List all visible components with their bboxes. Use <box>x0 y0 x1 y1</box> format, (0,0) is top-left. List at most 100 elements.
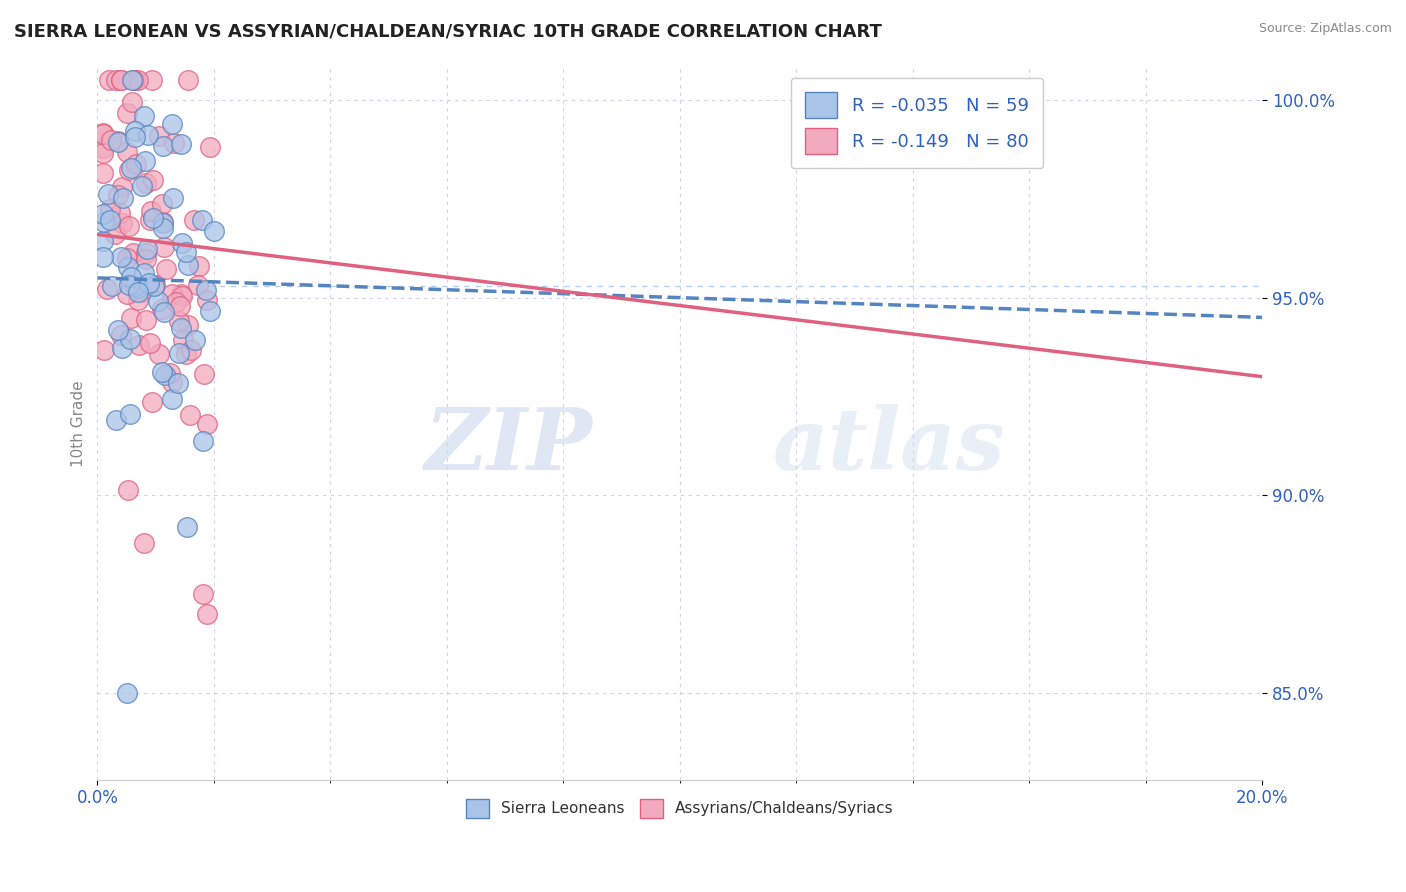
Point <box>124 124 146 138</box>
Point <box>194 283 217 297</box>
Point <box>155 261 177 276</box>
Point <box>159 366 181 380</box>
Point <box>183 213 205 227</box>
Point <box>195 417 218 431</box>
Point <box>169 346 191 360</box>
Point <box>131 178 153 193</box>
Point <box>163 136 186 150</box>
Point <box>187 259 209 273</box>
Point <box>202 224 225 238</box>
Point <box>142 173 165 187</box>
Point <box>148 293 170 308</box>
Point <box>132 535 155 549</box>
Point <box>176 73 198 87</box>
Point <box>91 234 114 248</box>
Point <box>152 221 174 235</box>
Point <box>162 191 184 205</box>
Point <box>150 197 173 211</box>
Point <box>142 278 165 293</box>
Point <box>121 245 143 260</box>
Point <box>180 343 202 358</box>
Point <box>174 245 197 260</box>
Point <box>136 128 159 142</box>
Point <box>127 293 149 307</box>
Point <box>198 304 221 318</box>
Point <box>107 136 129 150</box>
Point <box>169 320 191 334</box>
Point <box>101 279 124 293</box>
Point <box>152 215 174 229</box>
Point <box>96 282 118 296</box>
Point <box>170 288 193 302</box>
Point <box>167 314 190 328</box>
Point <box>141 73 163 87</box>
Point <box>127 73 149 87</box>
Point <box>104 73 127 87</box>
Point <box>91 207 114 221</box>
Point <box>97 73 120 87</box>
Point <box>128 338 150 352</box>
Point <box>152 240 174 254</box>
Point <box>152 216 174 230</box>
Point <box>110 180 132 194</box>
Point <box>132 266 155 280</box>
Point <box>187 278 209 293</box>
Point <box>141 395 163 409</box>
Point <box>184 333 207 347</box>
Point <box>91 146 114 161</box>
Point <box>117 260 139 274</box>
Point <box>132 109 155 123</box>
Point <box>100 213 122 227</box>
Point <box>118 278 141 293</box>
Point <box>107 188 129 202</box>
Point <box>120 161 142 175</box>
Point <box>160 286 183 301</box>
Point <box>118 333 141 347</box>
Point <box>174 347 197 361</box>
Point <box>191 587 214 601</box>
Point <box>176 520 198 534</box>
Point <box>195 607 218 621</box>
Point <box>138 276 160 290</box>
Point <box>121 95 143 110</box>
Point <box>169 286 191 301</box>
Point <box>111 341 134 355</box>
Point <box>198 140 221 154</box>
Point <box>131 285 153 299</box>
Point <box>117 483 139 497</box>
Point <box>139 212 162 227</box>
Point <box>97 186 120 201</box>
Point <box>107 323 129 337</box>
Point <box>105 413 128 427</box>
Point <box>177 318 200 332</box>
Point <box>120 269 142 284</box>
Point <box>139 204 162 219</box>
Point <box>179 408 201 422</box>
Text: ZIP: ZIP <box>425 404 592 487</box>
Point <box>120 311 142 326</box>
Point <box>153 368 176 382</box>
Text: Source: ZipAtlas.com: Source: ZipAtlas.com <box>1258 22 1392 36</box>
Point <box>117 219 139 233</box>
Point <box>124 129 146 144</box>
Point <box>110 328 132 343</box>
Point <box>115 286 138 301</box>
Legend: Sierra Leoneans, Assyrians/Chaldeans/Syriacs: Sierra Leoneans, Assyrians/Chaldeans/Syr… <box>458 791 901 825</box>
Point <box>127 285 149 299</box>
Point <box>135 246 157 260</box>
Point <box>100 202 122 216</box>
Y-axis label: 10th Grade: 10th Grade <box>72 381 86 467</box>
Point <box>124 278 146 293</box>
Point <box>121 73 143 87</box>
Text: atlas: atlas <box>773 404 1005 487</box>
Point <box>195 293 218 308</box>
Point <box>191 434 214 448</box>
Point <box>136 242 159 256</box>
Point <box>135 176 157 190</box>
Point <box>108 206 131 220</box>
Point <box>117 251 139 265</box>
Point <box>135 252 157 266</box>
Point <box>169 300 191 314</box>
Point <box>93 214 115 228</box>
Point <box>152 304 174 318</box>
